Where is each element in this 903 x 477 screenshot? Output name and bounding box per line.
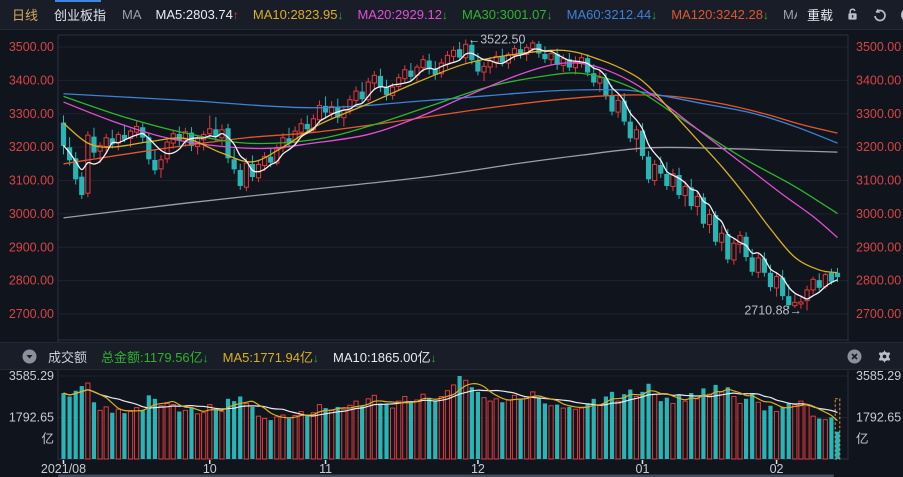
svg-text:3200.00: 3200.00 <box>856 140 901 154</box>
low-annotation: 2710.88→ <box>744 303 802 317</box>
arrow-down-icon: ↓ <box>651 8 658 22</box>
reload-button[interactable]: 重载 <box>806 8 833 23</box>
toolbar-ma-values: MA5:2803.74↑ MA10:2823.95↓ MA20:2929.12↓ MA… <box>156 7 783 22</box>
time-axis-canvas: 2021/08 10 11 12 01 02 <box>41 460 834 477</box>
svg-text:2900.00: 2900.00 <box>856 240 901 254</box>
arrow-down-icon: ↓ <box>313 350 319 365</box>
main-chart[interactable]: 2700.00 2800.00 2900.00 3000.00 3100.00 3200.… <box>0 30 903 342</box>
volume-chart[interactable]: 3585.29 3585.29 1792.65 1792.65 亿 亿 <box>0 370 903 460</box>
svg-text:2700.00: 2700.00 <box>9 307 54 321</box>
indicator-value: MA10:1865.00亿↓ <box>333 349 437 365</box>
ma60-line <box>63 88 838 144</box>
arrow-down-icon: ↓ <box>546 8 553 22</box>
svg-text:亿: 亿 <box>41 431 54 446</box>
close-circle-icon[interactable] <box>845 347 863 365</box>
period-selector[interactable]: 日线 <box>12 8 39 23</box>
arrow-up-icon: ↑ <box>232 8 239 22</box>
ma250-line <box>63 146 838 219</box>
svg-text:12: 12 <box>471 462 485 476</box>
indicator-value: MA30:3001.07↓ <box>462 7 553 22</box>
estimated-volume-bar <box>834 398 841 460</box>
svg-text:3585.29: 3585.29 <box>856 370 901 383</box>
settings-gear-icon[interactable] <box>875 347 893 365</box>
symbol-name: 创业板指 <box>54 8 107 23</box>
svg-text:3300.00: 3300.00 <box>856 107 901 121</box>
undo-icon[interactable] <box>871 6 889 24</box>
price-axis-right: 2700.00 2800.00 2900.00 3000.00 3100.00 3200.… <box>856 40 901 321</box>
collapse-circle-icon[interactable] <box>20 347 38 365</box>
volume-ma10-line <box>63 389 838 417</box>
svg-text:亿: 亿 <box>856 431 869 446</box>
volume-values: 总金额:1179.56亿↓ MA5:1771.94亿↓ MA10:1865.00亿↓ <box>101 347 451 366</box>
svg-text:3200.00: 3200.00 <box>9 140 54 154</box>
price-axis-left: 2700.00 2800.00 2900.00 3000.00 3100.00 3200.… <box>9 40 54 321</box>
grid-layer <box>57 34 849 342</box>
indicator-value: 总金额:1179.56亿↓ <box>101 349 209 365</box>
volume-pane-title: 成交额 <box>48 349 88 365</box>
indicator-value: MA5:2803.74↑ <box>155 7 239 22</box>
arrow-down-icon: ↓ <box>202 350 209 365</box>
high-annotation: ←3522.50 <box>468 32 526 46</box>
volume-ma5-line <box>63 383 838 422</box>
toolbar-right-group: MA 重载 <box>783 5 903 24</box>
time-axis: 2021/08 10 11 12 01 02 <box>0 460 903 477</box>
volume-chart-canvas[interactable]: 3585.29 3585.29 1792.65 1792.65 亿 亿 <box>0 370 903 460</box>
ma30-line <box>63 72 838 215</box>
svg-text:2800.00: 2800.00 <box>9 274 54 288</box>
truncated-indicator-label: MA <box>782 7 797 22</box>
svg-text:3100.00: 3100.00 <box>9 174 54 188</box>
active-tab-indicator <box>55 0 101 2</box>
volume-axis-labels: 3585.29 3585.29 1792.65 1792.65 亿 亿 <box>9 370 901 446</box>
svg-text:3400.00: 3400.00 <box>9 73 54 87</box>
current-volume-bar <box>835 431 840 459</box>
arrow-down-icon: ↓ <box>762 8 769 22</box>
volume-bars-layer <box>61 376 841 460</box>
svg-text:2900.00: 2900.00 <box>9 240 54 254</box>
svg-text:2710.88→: 2710.88→ <box>744 303 802 317</box>
svg-text:3400.00: 3400.00 <box>856 73 901 87</box>
indicator-value: MA20:2929.12↓ <box>357 7 449 22</box>
indicator-label: MA <box>122 7 142 22</box>
lock-open-icon[interactable] <box>843 6 861 24</box>
arrow-down-icon: ↓ <box>442 8 449 22</box>
svg-text:11: 11 <box>319 462 332 476</box>
svg-text:←3522.50: ←3522.50 <box>468 32 526 46</box>
indicator-value: MA120:3242.28↓ <box>671 7 769 22</box>
svg-text:3000.00: 3000.00 <box>9 207 54 221</box>
svg-text:2700.00: 2700.00 <box>856 307 901 321</box>
svg-text:3500.00: 3500.00 <box>856 40 901 54</box>
ma120-line <box>63 94 838 165</box>
ma5-line <box>63 48 838 300</box>
svg-text:3300.00: 3300.00 <box>9 107 54 121</box>
ma10-line <box>63 49 838 274</box>
svg-text:2800.00: 2800.00 <box>856 274 901 288</box>
svg-text:1792.65: 1792.65 <box>856 410 901 424</box>
arrow-down-icon: ↓ <box>337 8 344 22</box>
main-chart-canvas[interactable]: 2700.00 2800.00 2900.00 3000.00 3100.00 3200.… <box>0 30 903 342</box>
svg-text:3100.00: 3100.00 <box>856 174 901 188</box>
indicator-value: MA10:2823.95↓ <box>252 7 344 22</box>
svg-text:3500.00: 3500.00 <box>9 40 54 54</box>
indicator-value: MA60:3212.44↓ <box>566 7 658 22</box>
svg-text:02: 02 <box>770 462 784 476</box>
volume-header-right-group <box>845 347 893 365</box>
svg-text:3000.00: 3000.00 <box>856 207 901 221</box>
zoom-in-icon[interactable] <box>899 6 903 24</box>
x-axis-labels: 2021/08 10 11 12 01 02 <box>41 460 784 476</box>
svg-text:2021/08: 2021/08 <box>41 462 86 476</box>
chart-scrollbar[interactable] <box>58 474 834 477</box>
arrow-down-icon: ↓ <box>430 350 437 365</box>
svg-text:1792.65: 1792.65 <box>9 410 54 424</box>
ma20-line <box>63 62 838 239</box>
svg-text:10: 10 <box>203 462 217 476</box>
svg-text:01: 01 <box>636 462 650 476</box>
volume-pane-header: 成交额 总金额:1179.56亿↓ MA5:1771.94亿↓ MA10:1865.… <box>0 342 903 370</box>
svg-text:3585.29: 3585.29 <box>9 370 54 383</box>
chart-toolbar: 日线 创业板指 MA MA5:2803.74↑ MA10:2823.95↓ MA20… <box>0 0 903 30</box>
indicator-value: MA5:1771.94亿↓ <box>222 349 319 365</box>
